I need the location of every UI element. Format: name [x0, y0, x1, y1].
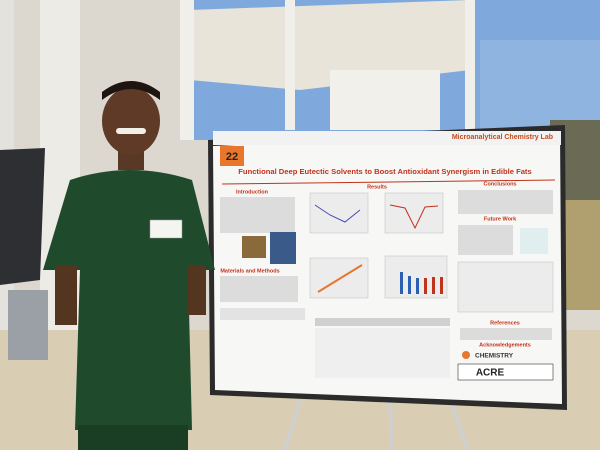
title-rule — [221, 179, 556, 185]
figure-bar — [424, 278, 427, 294]
section-heading: Introduction — [236, 189, 269, 195]
canopy — [190, 0, 470, 90]
smile — [116, 128, 146, 134]
figure-bar — [416, 278, 419, 294]
figure — [309, 192, 369, 234]
figure-bar — [440, 277, 443, 294]
figure — [457, 261, 554, 313]
number-tag — [220, 146, 244, 166]
figure-bar — [400, 272, 403, 294]
trousers — [78, 425, 188, 450]
mullion — [465, 0, 475, 130]
text-block — [458, 225, 513, 255]
logo-box — [457, 363, 554, 381]
icon — [520, 228, 548, 254]
table-body — [315, 328, 450, 378]
text-block — [220, 276, 298, 302]
hair — [102, 81, 160, 100]
section-heading: Acknowledgements — [479, 342, 531, 348]
figure-bar — [432, 277, 435, 294]
section-heading: Future Work — [484, 216, 517, 222]
figure-bars — [400, 272, 443, 294]
section-heading: Materials and Methods — [220, 268, 279, 274]
photo-thumb — [242, 236, 266, 258]
photo-thumb — [270, 232, 296, 264]
figure-curve — [314, 204, 361, 223]
lab-name: Microanalytical Chemistry Lab — [452, 134, 553, 141]
mullion — [285, 0, 295, 130]
text-block — [458, 190, 553, 214]
person — [43, 81, 215, 450]
section-heading: Results — [367, 184, 387, 190]
building — [330, 70, 440, 130]
easel-leg — [448, 399, 470, 450]
stand — [8, 290, 48, 360]
mullion — [180, 0, 194, 140]
figure-curve — [389, 204, 439, 230]
text-block — [220, 197, 295, 233]
easel-board — [0, 148, 45, 285]
section-heading: Conclusions — [483, 181, 516, 187]
name-badge — [149, 219, 183, 239]
poster-title: Functional Deep Eutectic Solvents to Boo… — [238, 167, 531, 176]
figure — [220, 308, 305, 320]
figure-bar — [408, 276, 411, 294]
arm — [55, 265, 77, 325]
poster: Microanalytical Chemistry Lab 22 Functio… — [208, 125, 567, 410]
poster-number: 22 — [226, 151, 238, 163]
easel-leg — [283, 399, 302, 450]
figure-trend — [317, 264, 363, 293]
easel-leg — [388, 399, 394, 450]
arm — [188, 265, 206, 315]
poster-top-bar — [213, 131, 561, 145]
text-block — [460, 328, 552, 340]
logo-text: ACRE — [476, 368, 505, 379]
logo-text: CHEMISTRY — [475, 353, 514, 360]
head — [102, 87, 160, 155]
paw-logo — [462, 351, 470, 359]
table-header — [315, 318, 450, 326]
section-heading: References — [490, 320, 520, 326]
lawn — [560, 200, 600, 310]
